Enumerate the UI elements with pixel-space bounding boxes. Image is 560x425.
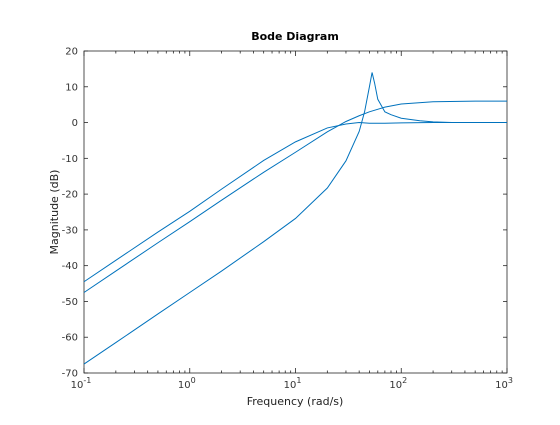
series-1-line	[83, 122, 507, 283]
series-2-line	[83, 100, 507, 293]
plot-area	[83, 50, 508, 374]
y-tick-label: -10	[62, 154, 78, 165]
chart-title: Bode Diagram	[251, 30, 339, 43]
x-tick-label: 103	[495, 376, 513, 391]
x-tick-label: 100	[178, 376, 196, 391]
y-tick-label: 0	[72, 118, 78, 129]
y-tick-label: -30	[62, 225, 78, 236]
series-group	[83, 72, 507, 365]
y-tick-label: 20	[65, 47, 78, 58]
y-tick-label: 10	[65, 82, 78, 93]
y-tick-label: -20	[62, 190, 78, 201]
y-tick-label: -40	[62, 261, 78, 272]
x-axis-label: Frequency (rad/s)	[247, 395, 344, 408]
y-tick-label: -70	[62, 369, 78, 380]
y-tick-label: -50	[62, 297, 78, 308]
x-tick-label: 102	[389, 376, 407, 391]
y-axis-label: Magnitude (dB)	[48, 170, 61, 255]
x-tick-label: 101	[284, 376, 302, 391]
series-3-line	[83, 72, 507, 365]
y-tick-label: -60	[62, 333, 78, 344]
